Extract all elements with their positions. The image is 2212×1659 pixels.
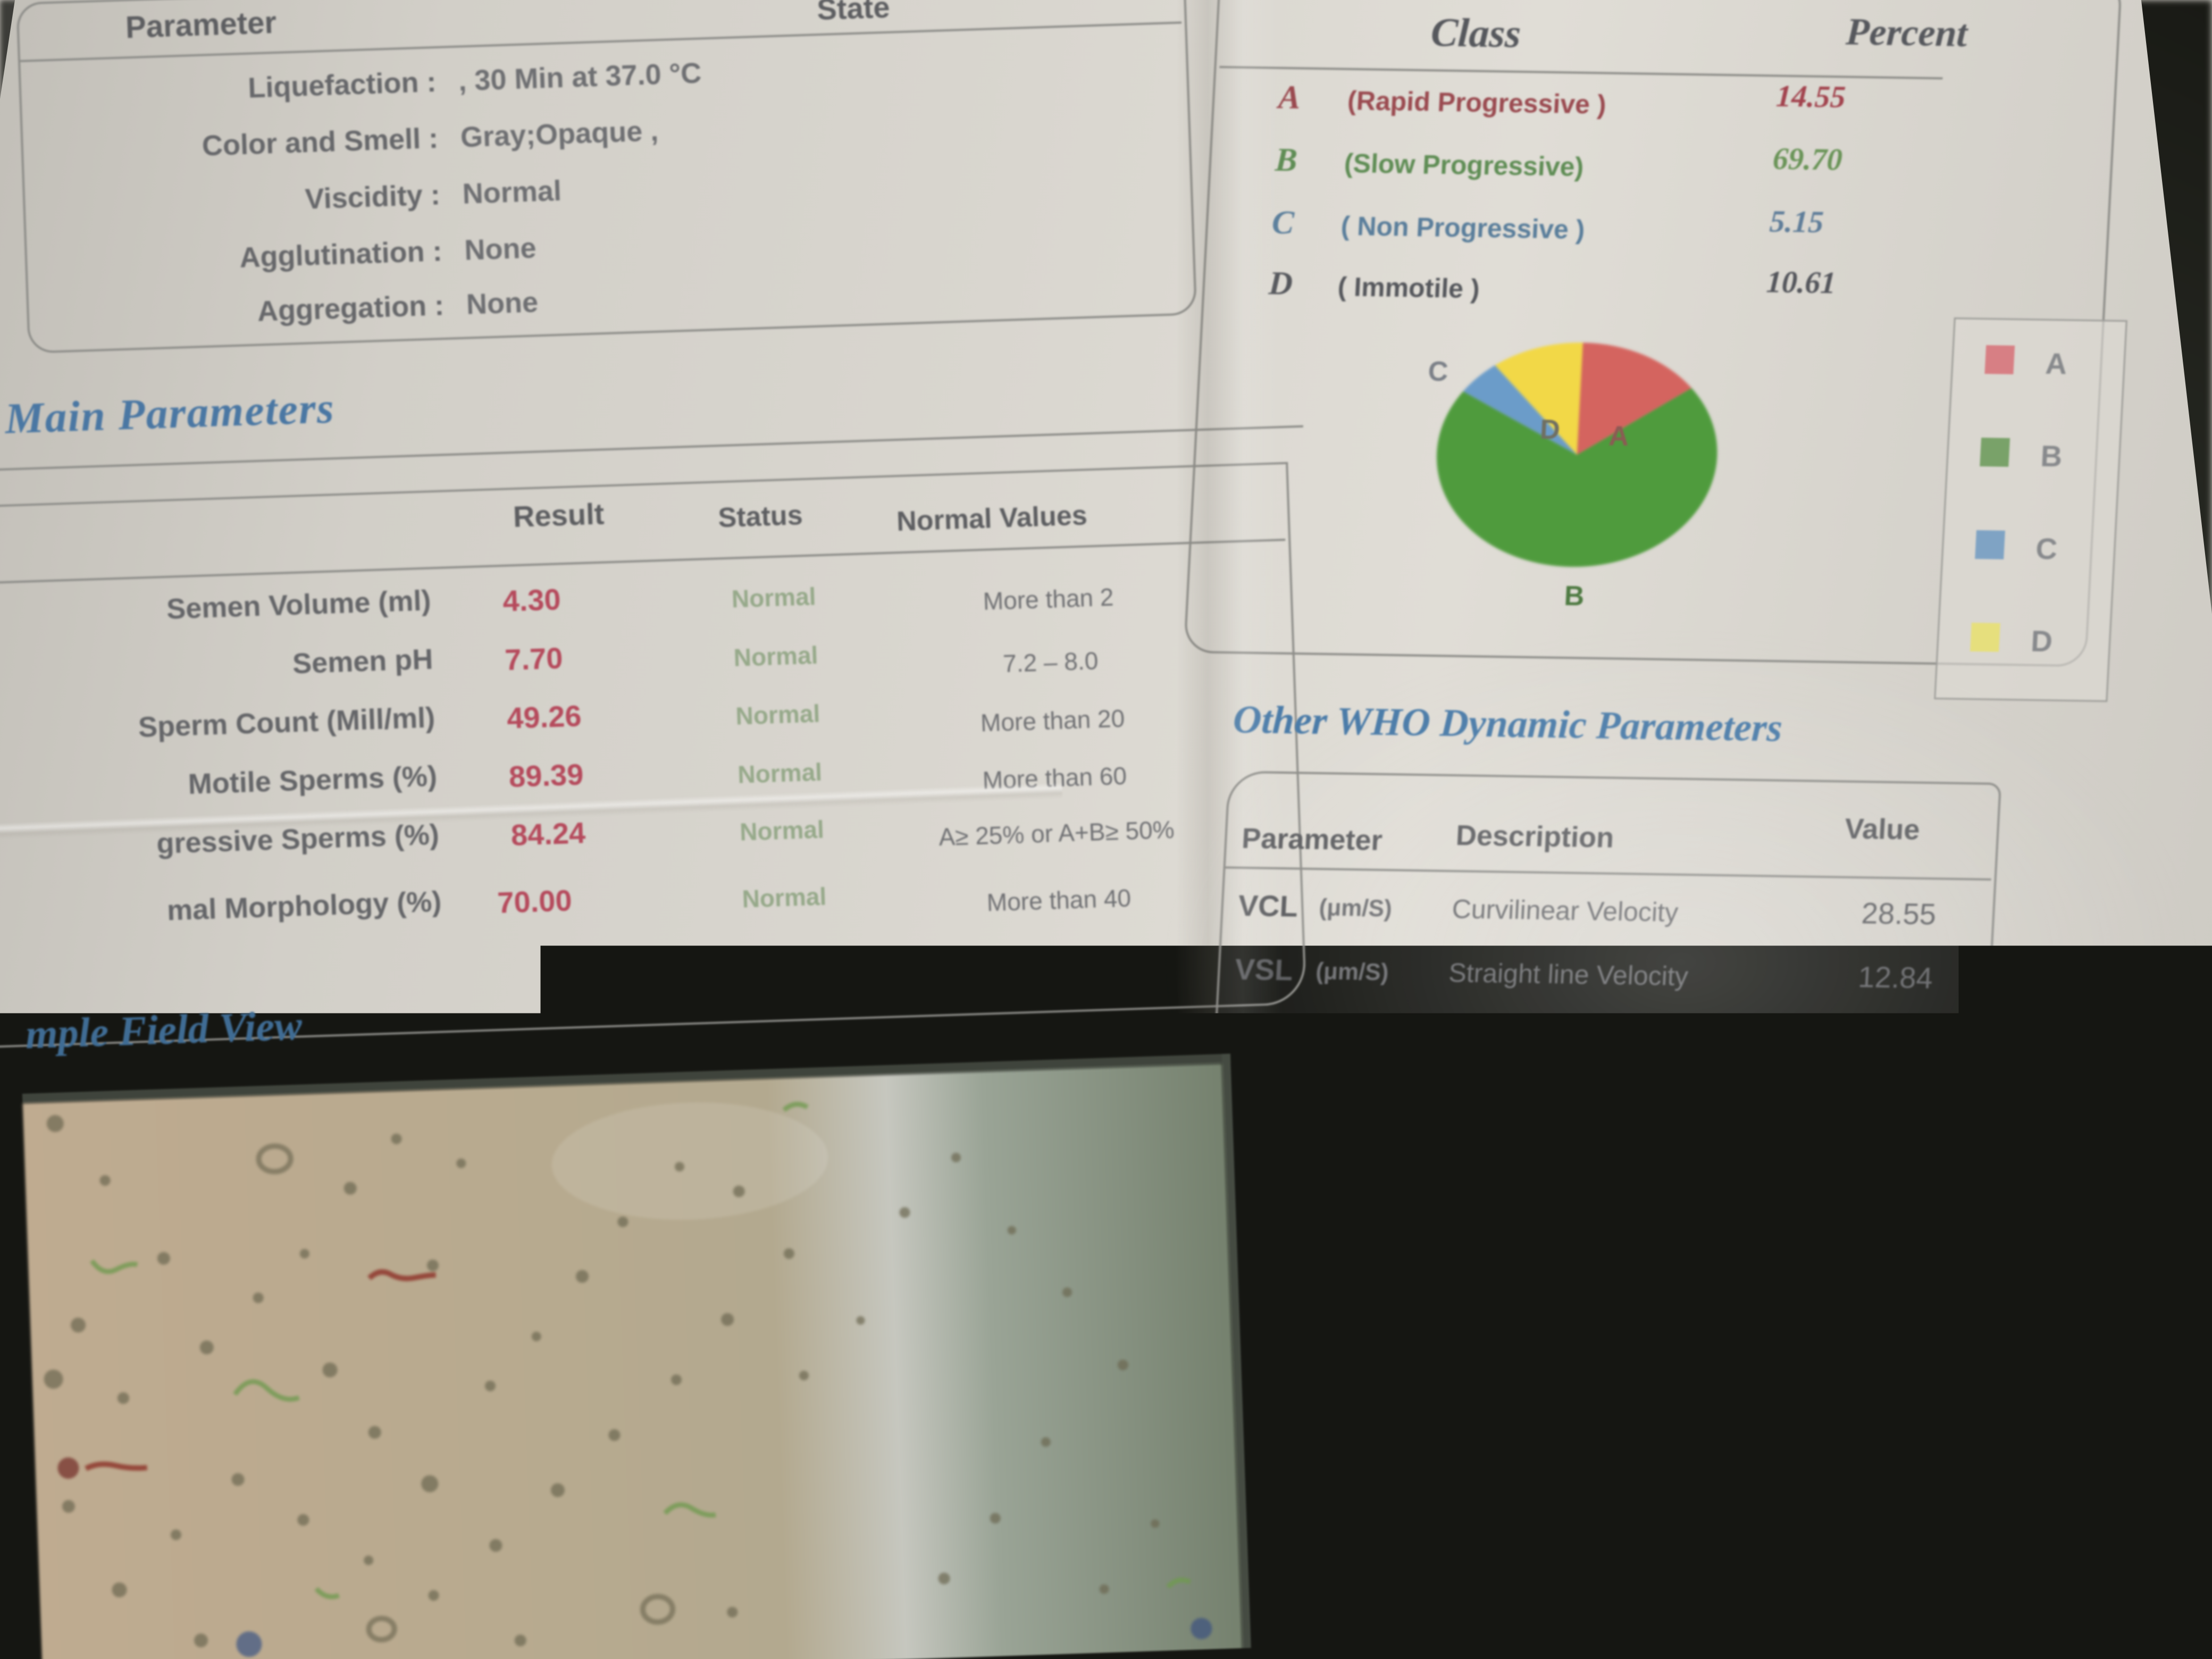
who-value: 31.45 [1798, 1074, 1928, 1110]
who-value: 17.43 [1801, 1020, 1930, 1057]
curvilinear-title-line2: Velocity ( VCL ) [1299, 1481, 1517, 1519]
who-row: VCL (μm/S) Curvilinear Velocity 28.55 [1225, 887, 1990, 900]
pie-label-c: C [1427, 356, 1449, 388]
who-row: VSL (μm/S) Straight line Velocity 12.84 [1221, 951, 1987, 963]
who-param: WOB [1217, 1277, 1292, 1313]
who-value: 1.56 [1796, 1125, 1925, 1161]
who-unit: (μm/S) [1315, 958, 1389, 986]
class-row-percent: 14.55 [1775, 78, 1847, 114]
who-unit: (μm/S) [1318, 894, 1393, 922]
who-desc: Angular Displacement [1442, 1072, 1704, 1107]
who-desc: Wobble (VAP/VCL) [1431, 1283, 1657, 1317]
legend-label-c: C [2035, 532, 2058, 566]
class-row-letter: D [1268, 265, 1294, 303]
pie-label-d: D [1539, 414, 1561, 446]
legend-swatch-d [1970, 623, 2000, 652]
who-value: 28.55 [1807, 895, 1937, 932]
class-row-letter: B [1274, 141, 1298, 180]
who-col-value: Value [1844, 812, 1921, 847]
class-row-letter: A [1278, 79, 1302, 117]
who-param: VSL [1234, 952, 1294, 987]
who-table: Parameter Description Value VCL (μm/S) C… [1195, 770, 2001, 1423]
class-row-percent: 69.70 [1772, 140, 1843, 177]
who-row: BCF ( Hz) Beat cross frequency 4.69 [1210, 1167, 1975, 1179]
who-param: BCF [1223, 1168, 1286, 1203]
class-row-name: (Slow Progressive) [1344, 148, 1585, 182]
who-unit: ( Hz) [1306, 1174, 1359, 1201]
class-row-name: ( Non Progressive ) [1340, 211, 1585, 245]
legend-swatch-b [1980, 438, 2010, 467]
motility-pie-chart [1417, 333, 1737, 576]
who-desc: Straight line Velocity [1448, 957, 1689, 992]
photographed-lab-report: Parameter State Liquefaction :, 30 Min a… [0, 0, 2212, 1659]
class-row-name: ( Immotile ) [1337, 271, 1480, 304]
pie-label-a: A [1608, 420, 1630, 453]
who-value: 59.74 [1787, 1291, 1916, 1327]
right-page-column: Class Percent A (Rapid Progressive ) 14.… [0, 0, 2212, 1659]
who-heading: Other WHO Dynamic Parameters [1232, 697, 1783, 751]
who-param: VCL [1237, 888, 1298, 924]
who-param: LIN [1220, 1220, 1270, 1255]
who-param: STR [1214, 1333, 1275, 1368]
who-row: STR ( % ) Straightness (VSL/VAP) 67.37 [1201, 1332, 1967, 1344]
curvilinear-title-line1: Curvilinear (Actual) Path [1237, 1433, 1586, 1473]
who-row: MAD ( D) Angular Displacement 31.45 [1215, 1066, 1981, 1078]
curvilinear-right-border [1949, 1419, 1965, 1659]
who-desc: Path Velocity [1445, 1019, 1600, 1052]
who-desc: Beat cross frequency [1437, 1173, 1688, 1208]
legend-label-a: A [2045, 347, 2068, 381]
alh-path-diagram [1636, 1550, 1940, 1659]
legend-item: A [1984, 345, 2068, 381]
who-row: ALH (μm) Lateral Displacement 1.56 [1212, 1117, 1978, 1129]
class-row-name: (Rapid Progressive ) [1347, 85, 1607, 120]
who-header-divider [1225, 866, 1991, 881]
vcl-pointer-arrow [1319, 1534, 1390, 1659]
percent-header: Percent [1845, 10, 1968, 56]
legend-item: C [1975, 530, 2058, 566]
class-header: Class [1430, 10, 1522, 57]
who-value: 4.69 [1793, 1175, 1922, 1211]
alh-label: ALH [1792, 1578, 1855, 1613]
legend-swatch-c [1975, 530, 2005, 559]
legend-swatch-a [1984, 345, 2015, 374]
legend-item: D [1970, 623, 2053, 658]
who-row: LIN ( % ) Linearity (VSL/VCL) 46.10 [1207, 1219, 1973, 1231]
who-row: VAP (μm/S) Path Velocity 17.43 [1218, 1013, 1983, 1025]
who-desc: Lateral Displacement [1439, 1123, 1691, 1158]
who-param: VAP [1231, 1013, 1292, 1049]
who-unit: ( % ) [1304, 1225, 1355, 1252]
who-desc: Straightness (VSL/VAP) [1428, 1338, 1712, 1373]
who-unit: ( % ) [1301, 1338, 1352, 1365]
legend-label-b: B [2040, 439, 2063, 473]
who-param: MAD [1228, 1067, 1298, 1102]
who-value: 12.84 [1804, 959, 1933, 995]
who-col-description: Description [1455, 819, 1614, 854]
class-row-letter: C [1271, 204, 1295, 242]
who-unit: ( % ) [1306, 1283, 1357, 1310]
legend-item: B [1980, 438, 2063, 473]
who-col-parameter: Parameter [1241, 822, 1383, 857]
who-row: WOB ( % ) Wobble (VAP/VCL) 59.74 [1204, 1277, 1970, 1289]
who-unit: (μm/S) [1312, 1020, 1386, 1048]
who-value: 46.10 [1790, 1231, 1919, 1268]
who-value: 67.37 [1784, 1346, 1913, 1382]
pie-label-b: B [1563, 580, 1585, 613]
pie-legend: A B C D [1934, 317, 2127, 702]
who-unit: (μm) [1306, 1124, 1359, 1151]
who-param: ALH [1226, 1118, 1289, 1153]
who-unit: ( D) [1314, 1072, 1355, 1099]
who-desc: Linearity (VSL/VCL) [1434, 1225, 1671, 1260]
class-header-divider [1219, 66, 1942, 79]
class-row-percent: 5.15 [1769, 203, 1824, 240]
legend-label-d: D [2030, 624, 2054, 658]
who-desc: Curvilinear Velocity [1451, 893, 1679, 928]
class-row-percent: 10.61 [1765, 264, 1837, 300]
